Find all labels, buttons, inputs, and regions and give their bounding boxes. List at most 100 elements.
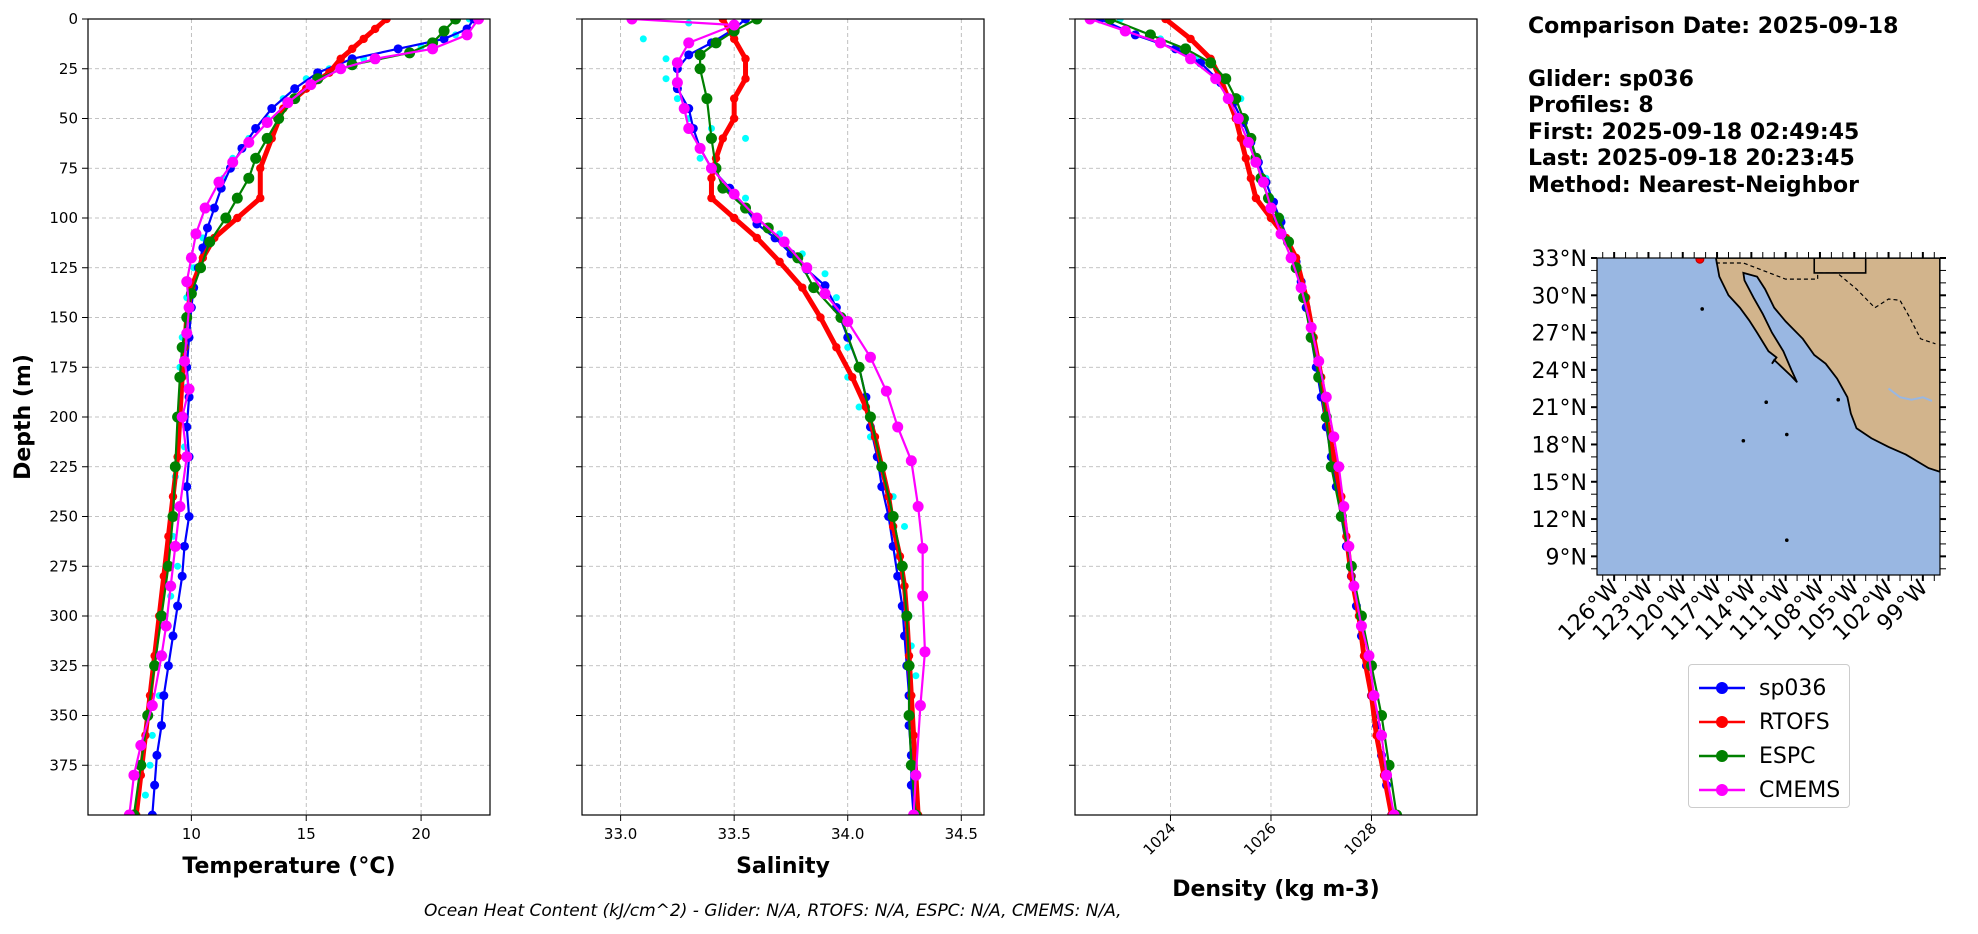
- data-point-cmems: [1355, 620, 1367, 632]
- legend-swatch-espc: [1699, 750, 1745, 762]
- data-point-espc: [204, 236, 216, 248]
- data-point-rtofs: [347, 44, 357, 54]
- data-point-cmems: [694, 142, 706, 154]
- data-point-cmems: [1265, 202, 1277, 214]
- raw-point: [844, 343, 852, 351]
- data-point-sp036: [237, 143, 247, 153]
- land: [1714, 258, 1940, 473]
- raw-point: [912, 672, 920, 680]
- data-point-cmems: [917, 542, 929, 554]
- data-point-rtofs: [729, 114, 739, 123]
- data-point-espc: [705, 132, 717, 144]
- data-point-espc: [167, 511, 179, 522]
- glider-name: Glider: sp036: [1528, 66, 1694, 92]
- legend-item-cmems: CMEMS: [1697, 775, 1840, 805]
- legend-swatch-marker: [1716, 682, 1728, 694]
- y-tick-label: 275: [49, 557, 78, 575]
- x-tick-label: 33.5: [717, 825, 750, 843]
- data-point-cmems: [914, 700, 926, 712]
- last-time: Last: 2025-09-18 20:23:45: [1528, 146, 1855, 171]
- first-time: First: 2025-09-18 02:49:45: [1528, 119, 1860, 145]
- raw-point: [141, 791, 149, 799]
- raw-point: [673, 95, 681, 103]
- data-point-espc: [250, 152, 262, 164]
- data-point-cmems: [128, 769, 140, 781]
- data-point-cmems: [683, 122, 695, 134]
- data-point-sp036: [741, 19, 751, 24]
- data-point-cmems: [842, 315, 854, 327]
- data-point-cmems: [181, 276, 193, 288]
- x-tick-label: 34.5: [945, 825, 978, 843]
- data-point-cmems: [135, 739, 147, 751]
- map-lat-label: 21°N: [1532, 396, 1587, 421]
- border-line: [1715, 262, 1936, 345]
- data-point-espc: [887, 511, 899, 522]
- data-point-sp036: [159, 691, 169, 701]
- data-point-sp036: [157, 720, 167, 730]
- data-point-cmems: [1119, 25, 1131, 37]
- raw-point: [174, 562, 182, 570]
- data-point-rtofs: [233, 213, 242, 223]
- data-point-espc: [751, 19, 763, 25]
- panel-temperature: 10 15 200255075100125150175200225250275300…: [11, 10, 491, 879]
- raw-point: [696, 154, 704, 162]
- data-point-rtofs: [741, 54, 750, 63]
- data-point-espc: [162, 560, 174, 572]
- data-point-espc: [450, 19, 462, 25]
- data-point-espc: [1365, 660, 1377, 672]
- data-point-cmems: [1305, 321, 1317, 333]
- legend-swatch-marker: [1716, 750, 1728, 762]
- island: [1784, 538, 1789, 542]
- data-point-sp036: [820, 281, 830, 291]
- data-point-cmems: [1210, 73, 1222, 85]
- legend-swatch-marker: [1716, 784, 1728, 796]
- data-point-rtofs: [382, 19, 391, 24]
- data-point-espc: [1180, 43, 1192, 55]
- data-point-espc: [135, 759, 147, 771]
- data-point-rtofs: [729, 94, 739, 103]
- map-lat-label: 12°N: [1532, 508, 1587, 533]
- data-point-cmems: [728, 19, 740, 31]
- data-point-rtofs: [1236, 134, 1246, 143]
- data-point-sp036: [209, 203, 219, 213]
- raw-point: [662, 75, 670, 83]
- data-point-cmems: [123, 809, 135, 815]
- data-point-rtofs: [816, 313, 825, 322]
- raw-point: [742, 194, 750, 202]
- data-point-sp036: [177, 571, 187, 581]
- map-inset: 33°N30°N27°N24°N21°N18°N15°N12°N9°N126°W…: [1532, 247, 1946, 646]
- x-tick-label: 33.0: [604, 825, 637, 843]
- y-tick-label: 250: [49, 508, 78, 526]
- data-point-cmems: [427, 43, 439, 55]
- data-point-espc: [156, 610, 168, 622]
- x-tick-label: 10: [182, 825, 201, 843]
- data-point-cmems: [864, 351, 876, 363]
- data-point-cmems: [912, 501, 924, 513]
- data-point-espc: [273, 113, 285, 124]
- map-area: [1597, 258, 1940, 575]
- data-point-espc: [1230, 93, 1242, 105]
- x-tick-label: 20: [412, 825, 431, 843]
- data-point-espc: [1325, 461, 1337, 473]
- legend-swatch-rtofs: [1699, 716, 1745, 728]
- raw-point: [855, 403, 863, 411]
- legend-item-sp036: sp036: [1697, 673, 1826, 703]
- legend-label: sp036: [1759, 675, 1827, 701]
- data-point-espc: [903, 710, 915, 721]
- x-tick-label: 1026: [1240, 819, 1280, 859]
- river: [1887, 387, 1933, 402]
- data-point-rtofs: [359, 34, 368, 44]
- data-point-cmems: [1084, 19, 1096, 25]
- data-point-rtofs: [775, 257, 784, 266]
- plot-area-density: [1084, 19, 1403, 815]
- plot-area-salinity: [626, 19, 931, 815]
- data-point-cmems: [183, 383, 195, 395]
- legend-label: CMEMS: [1759, 777, 1841, 803]
- legend-swatch-marker: [1716, 716, 1728, 728]
- y-tick-label: 350: [49, 707, 78, 725]
- data-point-sp036: [168, 631, 178, 641]
- x-axis-label: Density (kg m-3): [1172, 877, 1380, 902]
- data-point-sp036: [163, 661, 173, 671]
- y-tick-label: 225: [49, 458, 78, 476]
